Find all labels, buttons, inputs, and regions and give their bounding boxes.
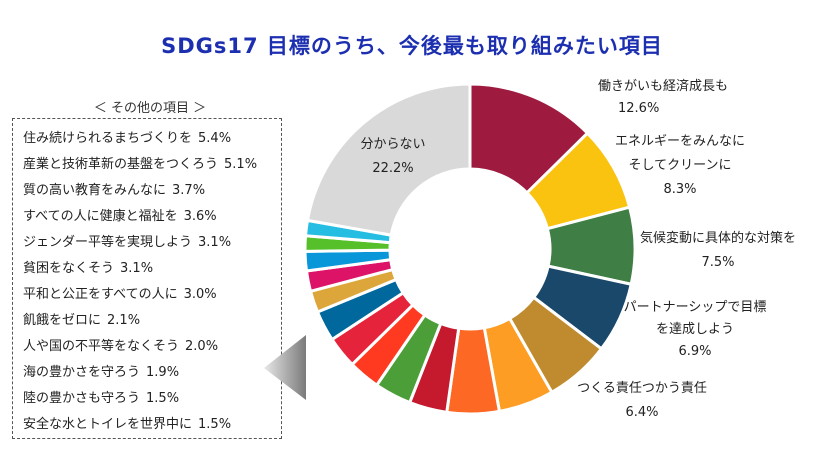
others-item: 産業と技術革新の基盤をつくろう 5.1% [23, 153, 257, 172]
others-item-label: 産業と技術革新の基盤をつくろう [23, 157, 219, 172]
others-list-box: 住み続けられるまちづくりを 5.4% 産業と技術革新の基盤をつくろう 5.1% 質の… [12, 118, 282, 439]
others-item: 海の豊かさを守ろう 1.9% [23, 361, 179, 380]
others-item-label: 質の高い教育をみんなに [23, 183, 167, 198]
slice-label: 分からない 22.2% [360, 137, 425, 176]
others-item-value: 2.0% [185, 339, 219, 354]
slice-label: 気候変動に具体的な対策を 7.5% [640, 230, 796, 270]
others-item-label: 人や国の不平等をなくそう [23, 339, 180, 354]
others-heading: ＜ その他の項目 ＞ [93, 101, 207, 116]
others-item-label: 貧困をなくそう [23, 261, 115, 276]
slice-label: 働きがいも経済成長も 12.6% [598, 78, 728, 116]
others-item-label: 海の豊かさを守ろう [23, 365, 141, 380]
inner-label: 分からない 22.2% [360, 137, 425, 176]
slice-label: つくる責任つかう責任 6.4% [577, 381, 707, 420]
others-item: 陸の豊かさも守ろう 1.5% [23, 387, 179, 406]
others-item-value: 5.4% [198, 131, 232, 146]
others-item-value: 1.5% [146, 391, 180, 406]
others-item-value: 1.5% [198, 417, 232, 432]
others-item: 安全な水とトイレを世界中に 1.5% [23, 413, 231, 432]
others-item: 貧困をなくそう 3.1% [23, 257, 153, 276]
others-item: 飢餓をゼロに 2.1% [23, 309, 140, 328]
others-item-value: 3.6% [183, 209, 217, 224]
others-item-label: ジェンダー平等を実現しよう [23, 235, 193, 250]
others-item-label: 陸の豊かさも守ろう [23, 391, 141, 406]
others-item-value: 3.0% [183, 287, 217, 302]
others-item-value: 5.1% [224, 157, 258, 172]
others-item: ジェンダー平等を実現しよう 3.1% [23, 231, 231, 250]
others-item-label: 平和と公正をすべての人に [23, 287, 178, 302]
others-item-value: 3.1% [198, 235, 232, 250]
slice-label: パートナーシップで目標を達成しよう 6.9% [624, 300, 767, 359]
others-item: すべての人に健康と福祉を 3.6% [23, 205, 217, 224]
others-item-value: 3.7% [172, 183, 206, 198]
others-item-value: 2.1% [107, 313, 141, 328]
outer-labels: 働きがいも経済成長も 12.6% エネルギーをみんなにそしてクリーンに 8.3% 気候変… [577, 78, 796, 420]
others-item-label: 住み続けられるまちづくりを [23, 131, 193, 146]
others-item: 質の高い教育をみんなに 3.7% [23, 179, 205, 198]
others-item: 人や国の不平等をなくそう 2.0% [23, 335, 218, 354]
pointer-arrow-icon [264, 335, 306, 400]
others-item-label: すべての人に健康と福祉を [23, 209, 178, 224]
donut-slice [305, 82, 472, 237]
others-item-label: 安全な水とトイレを世界中に [23, 417, 193, 432]
others-item: 住み続けられるまちづくりを 5.4% [23, 127, 231, 146]
donut-slices [303, 82, 637, 416]
others-item-label: 飢餓をゼロに [23, 313, 102, 328]
slice-label: エネルギーをみんなにそしてクリーンに 8.3% [615, 134, 745, 197]
others-item: 平和と公正をすべての人に 3.0% [23, 283, 217, 302]
others-item-value: 3.1% [120, 261, 154, 276]
chart-title: SDGs17 目標のうち、今後最も取り組みたい項目 [161, 34, 663, 58]
others-item-value: 1.9% [146, 365, 180, 380]
